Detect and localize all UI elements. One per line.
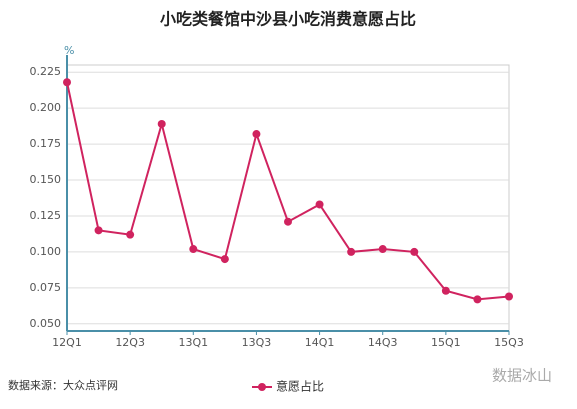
y-tick-label: 0.150: [30, 173, 62, 186]
x-tick-label: 15Q1: [431, 336, 461, 349]
data-point: [315, 200, 324, 209]
x-tick-label: 13Q1: [178, 336, 208, 349]
data-point: [441, 286, 450, 295]
legend-marker: [258, 383, 266, 391]
y-axis-label: %: [64, 44, 74, 57]
data-point: [220, 255, 229, 264]
data-point: [189, 245, 198, 254]
y-tick-label: 0.225: [30, 65, 62, 78]
data-point: [473, 295, 482, 304]
data-point: [347, 247, 356, 256]
data-point: [63, 78, 71, 87]
data-point: [410, 247, 419, 256]
x-tick-label: 14Q3: [368, 336, 398, 349]
y-tick-label: 0.050: [30, 317, 62, 330]
x-tick-label: 13Q3: [242, 336, 272, 349]
x-tick-label: 14Q1: [305, 336, 335, 349]
x-tick-label: 15Q3: [494, 336, 524, 349]
y-tick-label: 0.200: [30, 101, 62, 114]
data-point: [126, 230, 135, 239]
y-tick-label: 0.175: [30, 137, 62, 150]
chart-title: 小吃类餐馆中沙县小吃消费意愿占比: [160, 10, 416, 29]
legend-label: 意愿占比: [276, 379, 324, 394]
data-point: [157, 119, 166, 128]
data-point: [94, 226, 103, 235]
y-tick-label: 0.100: [30, 245, 62, 258]
source-note: 数据来源：大众点评网: [8, 378, 118, 392]
data-point: [284, 217, 292, 226]
data-point: [378, 245, 387, 254]
x-tick-label: 12Q3: [115, 336, 145, 349]
y-tick-label: 0.125: [30, 209, 62, 222]
data-point: [252, 130, 261, 139]
x-tick-label: 12Q1: [52, 336, 82, 349]
y-tick-label: 0.075: [30, 281, 62, 294]
data-point: [505, 292, 513, 301]
watermark: 数据冰山: [492, 367, 552, 385]
series-line: [66, 82, 510, 301]
